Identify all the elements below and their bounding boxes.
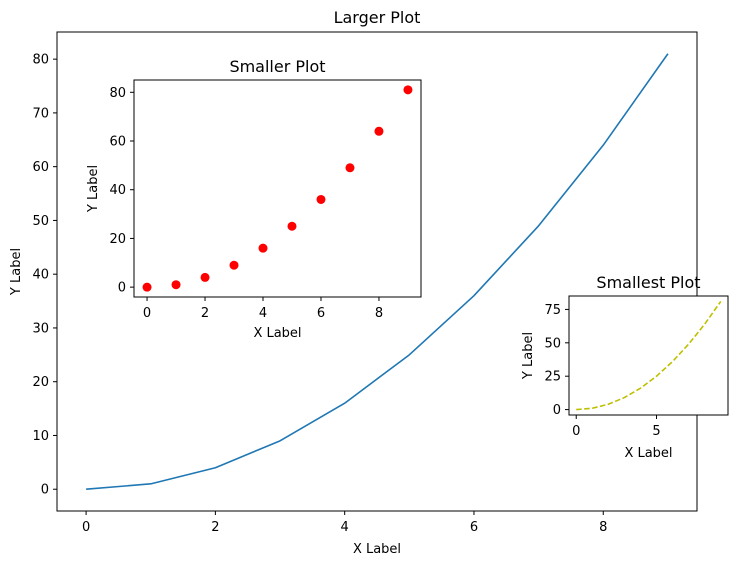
smaller-x-tick-label: 4 (259, 306, 267, 321)
larger-x-axis-label: X Label (353, 542, 401, 557)
smallest-y-tick-label: 50 (544, 336, 561, 351)
larger-x-tick-label: 4 (341, 520, 349, 535)
smaller-scatter-point (316, 194, 326, 204)
smaller-y-tick-label: 60 (109, 135, 126, 150)
smallest-y-axis-label: Y Label (521, 332, 536, 380)
larger-y-tick-label: 80 (32, 53, 49, 68)
smaller-x-tick-label: 2 (201, 306, 209, 321)
smaller-scatter-point (171, 280, 181, 290)
larger-y-tick-label: 30 (32, 321, 49, 336)
smaller-y-tick-label: 0 (118, 281, 126, 296)
larger-x-tick-label: 0 (82, 520, 90, 535)
smallest-x-axis-label: X Label (624, 446, 672, 461)
smaller-y-tick-label: 40 (109, 183, 126, 198)
smaller-scatter-point (200, 272, 210, 282)
larger-y-tick-label: 40 (32, 268, 49, 283)
smaller-title: Smaller Plot (229, 57, 325, 76)
smaller-scatter-point (287, 221, 297, 231)
larger-y-tick-label: 20 (32, 375, 49, 390)
smaller-x-tick-label: 0 (143, 306, 151, 321)
smallest-axes-frame (568, 295, 729, 416)
larger-y-tick-label: 0 (41, 483, 49, 498)
smaller-scatter-point (345, 163, 355, 173)
smaller-y-tick-label: 80 (109, 86, 126, 101)
smaller-scatter-point (374, 126, 384, 136)
larger-x-tick-label: 6 (470, 520, 478, 535)
larger-y-tick-label: 60 (32, 160, 49, 175)
smaller-y-tick-label: 20 (109, 232, 126, 247)
smaller-scatter-point (142, 282, 152, 292)
larger-y-tick-label: 50 (32, 214, 49, 229)
smallest-x-tick-label: 0 (572, 424, 580, 439)
smallest-title: Smallest Plot (596, 273, 700, 292)
smallest-y-tick-label: 75 (544, 303, 561, 318)
smaller-x-axis-label: X Label (253, 326, 301, 341)
smallest-x-tick-label: 5 (652, 424, 660, 439)
smaller-x-tick-label: 8 (375, 306, 383, 321)
smaller-scatter-point (258, 243, 268, 253)
larger-x-tick-label: 2 (211, 520, 219, 535)
smaller-axes-frame (133, 79, 422, 298)
smallest-y-tick-label: 25 (544, 370, 561, 385)
larger-y-tick-label: 10 (32, 429, 49, 444)
smaller-x-tick-label: 6 (317, 306, 325, 321)
larger-series-line (86, 53, 669, 491)
smaller-y-axis-label: Y Label (86, 165, 101, 213)
smallest-y-tick-label: 0 (553, 403, 561, 418)
larger-y-axis-label: Y Label (9, 248, 24, 296)
smaller-scatter-point (229, 260, 239, 270)
larger-title: Larger Plot (334, 8, 421, 27)
smaller-scatter-point (403, 85, 413, 95)
larger-x-tick-label: 8 (599, 520, 607, 535)
larger-y-tick-label: 70 (32, 106, 49, 121)
smallest-series-line (576, 300, 722, 411)
